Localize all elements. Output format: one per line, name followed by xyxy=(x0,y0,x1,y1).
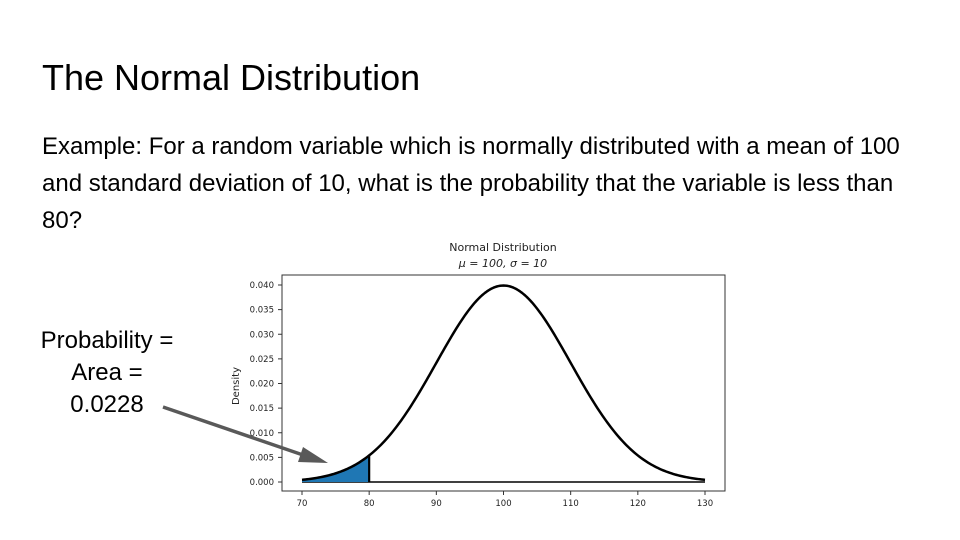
slide-title: The Normal Distribution xyxy=(42,57,421,98)
callout-line-value: 0.0228 xyxy=(70,391,144,418)
y-tick-label: 0.040 xyxy=(250,281,274,291)
callout-line-area: Area = xyxy=(71,359,143,386)
y-tick-label: 0.010 xyxy=(250,429,274,439)
callout-arrow-shaft xyxy=(162,405,307,458)
callout-arrow-head xyxy=(298,447,328,463)
x-tick-label: 80 xyxy=(364,499,375,509)
y-tick-label: 0.035 xyxy=(250,306,274,316)
x-tick-label: 130 xyxy=(697,499,713,509)
y-tick-label: 0.005 xyxy=(250,453,274,463)
x-tick-label: 100 xyxy=(495,499,511,509)
chart-subtitle: μ = 100, σ = 10 xyxy=(458,257,547,270)
x-tick-label: 90 xyxy=(431,499,442,509)
y-axis-label: Density xyxy=(231,367,242,405)
callout-line-probability: Probability = xyxy=(40,327,174,354)
x-tick-label: 110 xyxy=(563,499,579,509)
x-tick-label: 120 xyxy=(630,499,646,509)
slide-body-text: Example: For a random variable which is … xyxy=(42,133,900,234)
y-tick-label: 0.015 xyxy=(250,404,274,414)
plot-frame xyxy=(281,274,726,492)
density-curve xyxy=(301,284,706,482)
probability-callout: Probability = Area = 0.0228 xyxy=(22,325,192,421)
x-tick-label: 70 xyxy=(297,499,308,509)
y-tick-label: 0.000 xyxy=(250,478,274,488)
chart-title: Normal Distribution xyxy=(449,241,556,254)
y-tick-label: 0.020 xyxy=(250,380,274,390)
y-tick-label: 0.030 xyxy=(250,330,274,340)
y-tick-label: 0.025 xyxy=(250,355,274,365)
shaded-area xyxy=(302,455,370,482)
